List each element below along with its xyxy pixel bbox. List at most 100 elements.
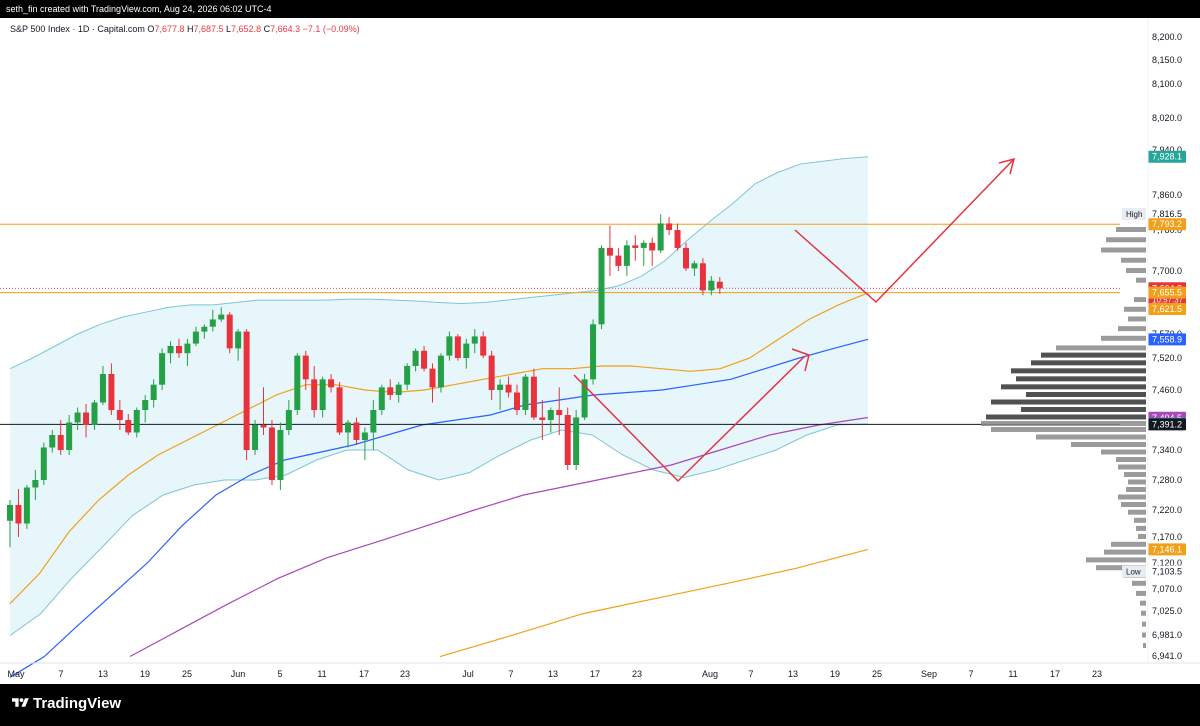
candle-body (480, 336, 487, 356)
volume-profile-bar (1121, 502, 1146, 507)
candle-body (15, 505, 22, 524)
candle-body (209, 319, 216, 327)
volume-profile-bar (1124, 472, 1146, 477)
candle-body (691, 263, 698, 269)
candle-body (353, 422, 360, 440)
candle-body (708, 280, 715, 291)
candle-body (311, 379, 318, 410)
y-axis-tick: 6,981.0 (1152, 630, 1182, 640)
legend-low: 7,652.8 (231, 24, 262, 34)
price-tag-label: 7,793.2 (1152, 219, 1182, 229)
candle-body (125, 420, 132, 433)
candle-body (497, 384, 504, 390)
candle-body (176, 346, 182, 354)
price-tag-bg (1148, 303, 1186, 316)
candle-body (387, 387, 394, 395)
x-axis-tick: 23 (632, 669, 642, 679)
candle-body (319, 379, 326, 410)
price-chart[interactable]: 8,200.0 8,150.0 8,100.0 8,020.0 7,940.0 7,860… (0, 18, 1200, 684)
candle-body (252, 425, 259, 450)
candle-body (74, 412, 81, 423)
volume-profile-bar (1031, 360, 1146, 366)
candle-body (666, 223, 673, 230)
candle-body (429, 368, 436, 388)
candle-body (556, 410, 563, 415)
volume-profile-bar (1041, 352, 1146, 358)
candle-body (23, 487, 30, 524)
x-axis-tick: 23 (1092, 669, 1102, 679)
candle-body (581, 379, 588, 418)
y-axis-tick: 7,120.0 (1152, 558, 1182, 568)
price-tag-bg (1148, 218, 1186, 231)
volume-profile-bar (1140, 600, 1146, 606)
x-axis-tick: 7 (508, 669, 513, 679)
author-line: seth_fin created with TradingView.com, A… (6, 4, 272, 14)
price-tag-bg (1148, 543, 1186, 556)
y-axis-tick: 8,100.0 (1152, 79, 1182, 89)
sma20-line (9, 292, 869, 605)
volume-profile-bar (1124, 306, 1146, 312)
volume-profile-bar (1134, 517, 1146, 523)
candle-body (378, 387, 385, 410)
candle-body (564, 415, 571, 465)
volume-profile-bar (1111, 541, 1146, 547)
x-axis-tick: 25 (872, 669, 882, 679)
candle-body (590, 324, 597, 380)
x-axis-tick: 13 (98, 669, 108, 679)
candle-body (547, 410, 554, 420)
price-tag-bg (1148, 208, 1186, 221)
x-axis-tick: 7 (968, 669, 973, 679)
x-axis-tick: Jun (231, 669, 246, 679)
candle-body (150, 384, 157, 400)
x-axis-tick: 19 (140, 669, 150, 679)
price-tag-label: 7,816.5 (1152, 209, 1182, 219)
y-axis-tick: 7,460.0 (1152, 385, 1182, 395)
y-axis-tick: 7,520.0 (1152, 353, 1182, 363)
volume-profile-bar (1136, 277, 1146, 283)
volume-profile-bar (1021, 407, 1146, 412)
volume-profile-bar (1104, 549, 1146, 555)
volume-profile-bar (1116, 457, 1146, 462)
y-axis-tick: 8,020.0 (1152, 113, 1182, 123)
candle-body (471, 336, 478, 344)
candle-body (336, 387, 343, 433)
volume-profile-bar (1116, 227, 1146, 232)
y-axis-tick: 7,280.0 (1152, 475, 1182, 485)
candle-body (505, 384, 512, 393)
price-tag-label: 7,103.5 (1152, 567, 1182, 577)
x-axis-tick: May (7, 669, 25, 679)
countdown-label: 10:57:37 (1152, 295, 1184, 304)
volume-profile-bar (1118, 494, 1146, 500)
candle-body (522, 376, 529, 410)
tradingview-logo: TradingView (12, 695, 121, 712)
candle-body (446, 336, 453, 356)
candle-body (302, 355, 309, 380)
volume-profile-bar (1101, 247, 1146, 253)
price-tag-label: 7,928.1 (1152, 152, 1182, 162)
candle-body (514, 392, 520, 410)
projection-arrow (794, 158, 1015, 304)
x-axis-tick: 17 (359, 669, 369, 679)
bollinger-upper-line (9, 156, 869, 370)
volume-profile-bar (1016, 376, 1146, 382)
volume-profile-bar (1126, 268, 1146, 273)
volume-profile-bar (1101, 449, 1146, 455)
volume-profile-bar (1128, 316, 1146, 322)
x-axis-tick: Aug (702, 669, 718, 679)
x-axis-tick: 19 (830, 669, 840, 679)
footer-bar: TradingView (0, 684, 1200, 726)
x-axis-tick: 17 (1050, 669, 1060, 679)
volume-profile-bar (1138, 534, 1146, 539)
candle-body (488, 355, 495, 390)
volume-profile-bar (991, 399, 1146, 405)
candle-body (108, 374, 115, 410)
x-axis-tick: 13 (788, 669, 798, 679)
volume-profile-bar (1126, 487, 1146, 492)
x-axis-tick: 25 (182, 669, 192, 679)
candle-body (361, 432, 368, 440)
y-axis-tick: 7,220.0 (1152, 505, 1182, 515)
candle-body (99, 374, 106, 403)
candle-body (454, 336, 461, 358)
bollinger-band-fill (10, 156, 868, 636)
y-axis-tick: 7,025.0 (1152, 606, 1182, 616)
